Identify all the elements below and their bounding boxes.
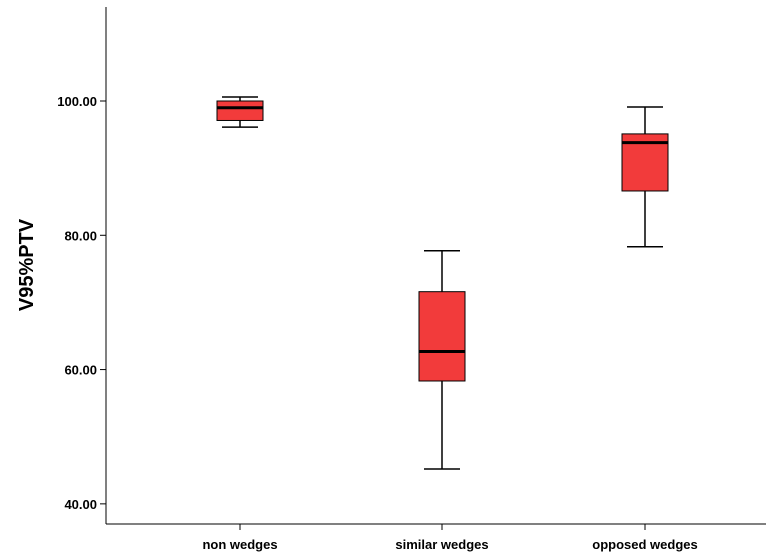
boxes: [216, 96, 669, 470]
y-axis-title: V95%PTV: [16, 218, 38, 311]
box-opposed-wedges: [621, 106, 669, 248]
x-tick-label: opposed wedges: [592, 537, 697, 552]
box-similar-wedges: [418, 249, 466, 470]
x-tick-label: non wedges: [202, 537, 277, 552]
y-tick-label: 100.00: [57, 94, 97, 109]
axes: [105, 7, 766, 525]
y-tick-label: 40.00: [64, 497, 97, 512]
y-tick-label: 60.00: [64, 363, 97, 378]
iqr-box: [418, 291, 466, 382]
y-ticks: 40.00 60.00 80.00 100.00: [57, 94, 106, 512]
x-ticks: non wedges similar wedges opposed wedges: [202, 524, 698, 552]
x-tick-label: similar wedges: [395, 537, 488, 552]
iqr-box: [216, 100, 264, 121]
y-tick-label: 80.00: [64, 228, 97, 243]
box-non-wedges: [216, 96, 264, 128]
